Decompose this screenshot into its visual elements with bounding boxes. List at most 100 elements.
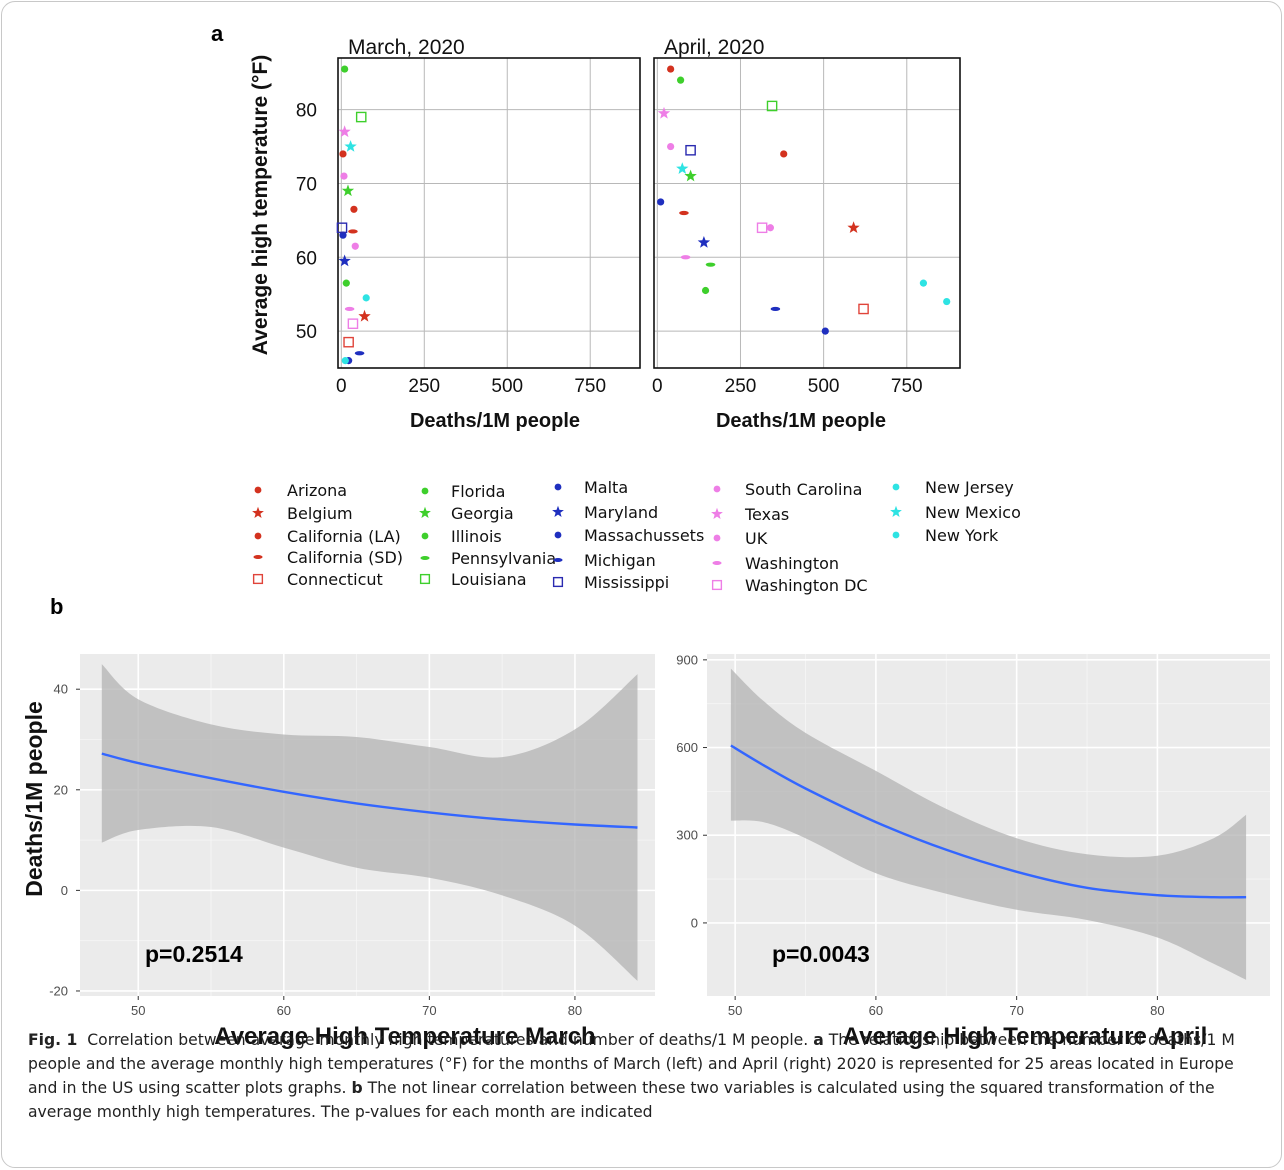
data-point-connecticut [858, 303, 869, 315]
legend-label: Massachussets [584, 526, 704, 545]
data-point-california-sd [348, 229, 358, 234]
data-point-new-jersey [919, 279, 928, 287]
x-tick-label: 50 [728, 1003, 742, 1018]
legend-marker-illinois [421, 532, 429, 540]
data-point-texas [657, 106, 671, 119]
legend-item: South Carolina [713, 480, 862, 499]
data-point-illinois [342, 279, 350, 287]
caption-a-label: a [813, 1031, 824, 1049]
data-point-maryland [697, 236, 711, 248]
legend-marker-maryland [552, 505, 564, 517]
legend-label: Washington [745, 554, 839, 573]
data-point-louisiana [766, 100, 778, 112]
y-tick-label: 70 [296, 174, 317, 195]
legend-item: New Jersey [892, 478, 1014, 497]
data-point-south-carolina [340, 172, 348, 180]
legend-label: New York [925, 526, 999, 545]
legend-label: Maryland [584, 503, 658, 522]
data-point-georgia [684, 169, 697, 182]
panel-letter-b: b [50, 594, 63, 619]
data-point-florida [677, 76, 685, 84]
y-axis-label: Average high temperature (°F) [249, 55, 272, 356]
legend-item: Michigan [553, 551, 656, 570]
legend-marker-louisiana [419, 573, 431, 585]
scatter-plot-a-march: March, 2020 0 250 500 750 50 60 70 80 Deaths/1M p… [249, 36, 641, 432]
legend-marker-california-sd [253, 555, 263, 559]
legend-label: Texas [744, 505, 789, 524]
x-tick-label: 500 [808, 376, 840, 397]
legend-marker-michigan [553, 558, 563, 562]
legend-label: Georgia [451, 504, 514, 523]
data-point-pennsylvania [705, 262, 716, 267]
data-point-maryland [338, 254, 351, 267]
plot-border [337, 57, 641, 369]
fit-line [101, 752, 638, 829]
legend-marker-arizona [254, 486, 262, 494]
x-tick-label: 70 [422, 1003, 436, 1018]
y-tick-label: 900 [676, 652, 698, 667]
data-point-california-la [350, 205, 358, 213]
data-point-malta [339, 231, 347, 239]
legend-marker-georgia [419, 506, 431, 518]
confidence-band [730, 668, 1247, 980]
x-axis-label: Average High Temperature March [214, 1023, 595, 1050]
x-tick-label: 60 [277, 1003, 291, 1018]
legend: Arizona Belgium California (LA) California … [252, 478, 1021, 595]
legend-item: Massachussets [554, 526, 704, 545]
legend-label: Louisiana [451, 570, 527, 589]
data-point-michigan [354, 351, 365, 356]
legend-label: Florida [451, 482, 505, 501]
caption-text-2: The relationship between the number of d… [28, 1031, 1235, 1097]
x-tick-label: 80 [1150, 1003, 1164, 1018]
chart-title: April, 2020 [664, 36, 764, 59]
legend-marker-south-carolina [713, 485, 721, 493]
y-tick-label: 300 [676, 828, 698, 843]
plot-border [653, 57, 961, 369]
data-point-new-york [341, 357, 349, 365]
y-tick-label: 20 [54, 782, 68, 797]
data-point-arizona [667, 65, 675, 73]
legend-item: Mississippi [552, 573, 669, 592]
x-tick-label: 250 [725, 376, 757, 397]
legend-item: Arizona [254, 481, 347, 500]
p-value-annotation: p=0.0043 [772, 941, 870, 967]
data-point-washington-dc [347, 318, 359, 330]
data-point-new-york [943, 297, 951, 306]
legend-marker-new-mexico [890, 505, 902, 517]
legend-label: California (LA) [287, 527, 401, 546]
legend-item: Georgia [419, 504, 514, 523]
legend-label: UK [745, 529, 768, 548]
data-point-new-jersey [362, 294, 370, 302]
data-point-washington [680, 255, 691, 260]
legend-label: Connecticut [287, 570, 383, 589]
legend-label: Pennsylvania [451, 549, 556, 568]
y-tick-label: 0 [691, 915, 698, 930]
x-tick-label: 0 [336, 376, 347, 397]
data-point-south-carolina [667, 142, 675, 151]
legend-item: New York [892, 526, 999, 545]
caption-fig-label: Fig. 1 [28, 1031, 78, 1049]
legend-item: Louisiana [419, 570, 527, 589]
caption-b-label: b [351, 1079, 363, 1097]
legend-marker-washington-dc [711, 579, 723, 591]
data-point-malta [657, 198, 665, 206]
x-axis-label: Deaths/1M people [410, 410, 580, 432]
y-tick-label: 50 [296, 322, 317, 343]
confidence-band [101, 664, 638, 981]
legend-label: Illinois [451, 527, 502, 546]
legend-marker-massachussets [554, 531, 562, 539]
legend-item: Pennsylvania [420, 549, 556, 568]
legend-marker-pennsylvania [420, 556, 430, 560]
legend-item: Florida [421, 482, 505, 501]
y-tick-label: 0 [61, 883, 68, 898]
legend-label: California (SD) [287, 548, 403, 567]
y-axis-label: Deaths/1M people [21, 701, 47, 897]
data-point-new-mexico [344, 140, 357, 152]
data-point-connecticut [343, 336, 354, 348]
legend-item: Connecticut [252, 570, 383, 589]
data-point-mississippi [336, 222, 348, 234]
x-tick-label: 500 [491, 376, 523, 397]
x-tick-label: 60 [869, 1003, 883, 1018]
legend-marker-connecticut [252, 573, 264, 585]
